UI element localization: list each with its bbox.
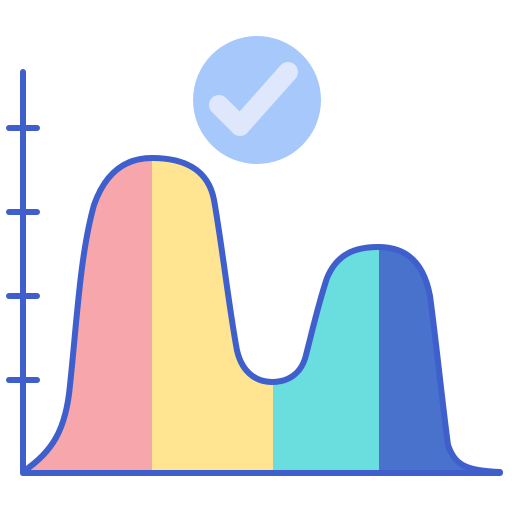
checkmark-icon bbox=[209, 62, 298, 136]
check-badge bbox=[193, 36, 321, 164]
distribution-curve bbox=[21, 155, 503, 475]
chart-axes bbox=[6, 69, 503, 476]
